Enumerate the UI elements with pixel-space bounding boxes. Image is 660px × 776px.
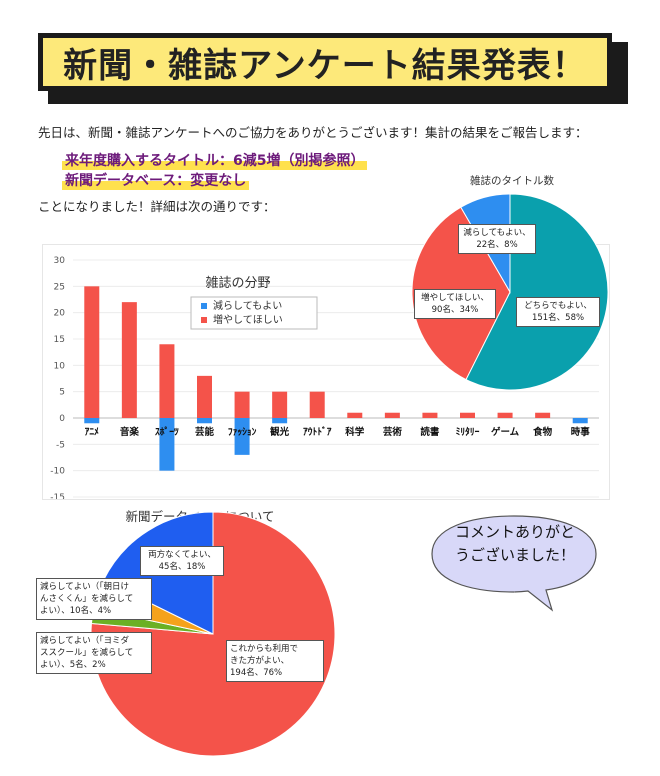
pie2-label-line: きた方がよい、	[230, 656, 290, 666]
x-category-label: 芸術	[383, 426, 403, 438]
y-tick-label: 10	[54, 361, 66, 371]
x-category-label: ゲーム	[491, 426, 520, 438]
x-category-label: 音楽	[120, 426, 140, 438]
bar-increase	[460, 412, 475, 418]
y-tick-label: -15	[50, 493, 65, 499]
y-tick-label: 25	[54, 282, 65, 292]
bar-reduce	[272, 418, 288, 424]
pie2-label-line: んさくくん」を減らして	[40, 594, 134, 604]
bar-increase	[535, 412, 551, 418]
pie1-label-either: どちらでもよい、 151名、58%	[516, 297, 600, 327]
bar-increase	[272, 391, 288, 418]
pie1-title: 雑誌のタイトル数	[470, 174, 554, 187]
magazine-titles-pie-chart: 雑誌のタイトル数	[411, 174, 609, 391]
y-tick-label: 5	[59, 388, 65, 398]
legend-swatch-reduce	[201, 303, 207, 309]
bar-increase	[309, 391, 325, 418]
y-tick-label: -10	[50, 467, 65, 477]
bar-reduce	[572, 418, 588, 424]
intro-text: 先日は、新聞・雑誌アンケートへのご協力をありがとうございます！集計の結果をご報告…	[38, 125, 588, 140]
pie2-label-line: 45名、18%	[158, 562, 206, 572]
bar-increase	[197, 375, 212, 418]
magazine-titles-pie-panel: 雑誌のタイトル数 減らしてもよい、 22名、8% 増やしてほしい、 90名、34…	[406, 170, 618, 400]
bar-increase	[384, 412, 400, 418]
bar-increase	[497, 412, 513, 418]
x-category-label: ｱﾆﾒ	[85, 427, 100, 438]
pie1-label-line: 151名、58%	[531, 313, 585, 323]
x-category-label: 科学	[345, 426, 365, 438]
bar-reduce	[159, 418, 175, 471]
highlight-database: 新聞データベース：変更なし	[62, 170, 250, 190]
bar-increase	[121, 302, 137, 418]
bar-increase	[422, 412, 438, 418]
pie2-label-line: 194名、76%	[230, 668, 283, 678]
comment-line: うございました！	[454, 546, 575, 564]
pie2-label-line: よい）、5名、2%	[40, 660, 106, 670]
legend-swatch-increase	[201, 317, 207, 323]
y-tick-label: 30	[54, 256, 66, 266]
legend-label-increase: 増やしてほしい	[213, 313, 283, 326]
bar-increase	[84, 286, 100, 418]
x-category-label: ﾐﾘﾀﾘｰ	[456, 426, 480, 438]
y-tick-label: 15	[54, 335, 65, 345]
bar-increase	[159, 344, 175, 418]
legend-label-reduce: 減らしてもよい	[213, 299, 282, 312]
bar-increase	[347, 412, 363, 418]
bar-reduce	[197, 418, 212, 424]
pie1-label-line: 減らしてもよい、	[463, 228, 531, 238]
x-category-label: 時事	[571, 426, 591, 438]
pie1-label-increase: 増やしてほしい、 90名、34%	[414, 289, 496, 319]
pie1-label-line: 増やしてほしい、	[421, 293, 489, 303]
pie2-label-line: 減らしてよい（「ヨミダ	[40, 636, 129, 646]
pie1-label-reduce: 減らしてもよい、 22名、8%	[458, 224, 536, 254]
pie2-label-line: 減らしてよい（「朝日け	[40, 582, 129, 592]
pie2-label-line: 両方なくてよい、	[148, 550, 216, 560]
pie2-label-line: これからも利用で	[230, 644, 299, 654]
pie2-label-line: ススクール」を減らして	[40, 648, 134, 658]
y-tick-label: 0	[59, 414, 65, 424]
x-category-label: ｽﾎﾟｰﾂ	[155, 426, 179, 438]
x-category-label: 読書	[420, 426, 440, 438]
pie1-slice-either	[465, 193, 609, 391]
bar-legend-box	[190, 296, 318, 330]
pie1-label-line: 22名、8%	[476, 240, 518, 250]
pie2-label-neither: 両方なくてよい、 45名、18%	[140, 546, 224, 576]
x-category-label: ｱｳﾄﾄﾞｱ	[303, 426, 332, 438]
bar-reduce	[234, 418, 250, 455]
bar-reduce	[84, 418, 100, 424]
pie2-label-continue: これからも利用で きた方がよい、 194名、76%	[226, 640, 324, 682]
comment-line: コメントありがと	[454, 523, 575, 541]
page-title: 新聞・雑誌アンケート結果発表！	[38, 33, 612, 91]
details-lead-text: ことになりました！詳細は次の通りです：	[38, 199, 276, 214]
pie2-label-yomidas: 減らしてよい（「ヨミダ ススクール」を減らして よい）、5名、2%	[36, 632, 152, 674]
bar-chart-title: 雑誌の分野	[205, 275, 270, 291]
pie1-label-line: 90名、34%	[431, 305, 479, 315]
y-tick-label: -5	[56, 440, 65, 450]
y-tick-label: 20	[54, 309, 66, 319]
highlight-purchase: 来年度購入するタイトル：6減5増（別掲参照）	[62, 150, 368, 170]
newspaper-database-pie-panel: 新聞データベースについて 両方なくてよい、 45名、18% 減らしてよい（「朝日…	[30, 504, 410, 772]
pie2-label-line: よい）、10名、4%	[40, 606, 112, 616]
x-category-label: ﾌｧｯｼｮﾝ	[228, 427, 257, 438]
bar-increase	[234, 391, 250, 418]
x-category-label: 食物	[532, 426, 553, 438]
x-category-label: 芸能	[195, 426, 215, 438]
pie2-label-asahi: 減らしてよい（「朝日け んさくくん」を減らして よい）、10名、4%	[36, 578, 152, 620]
pie1-label-line: どちらでもよい、	[524, 301, 592, 311]
x-category-label: 観光	[270, 426, 290, 438]
comment-text: コメントありがと うございました！	[436, 521, 594, 567]
comment-bubble	[431, 515, 597, 612]
